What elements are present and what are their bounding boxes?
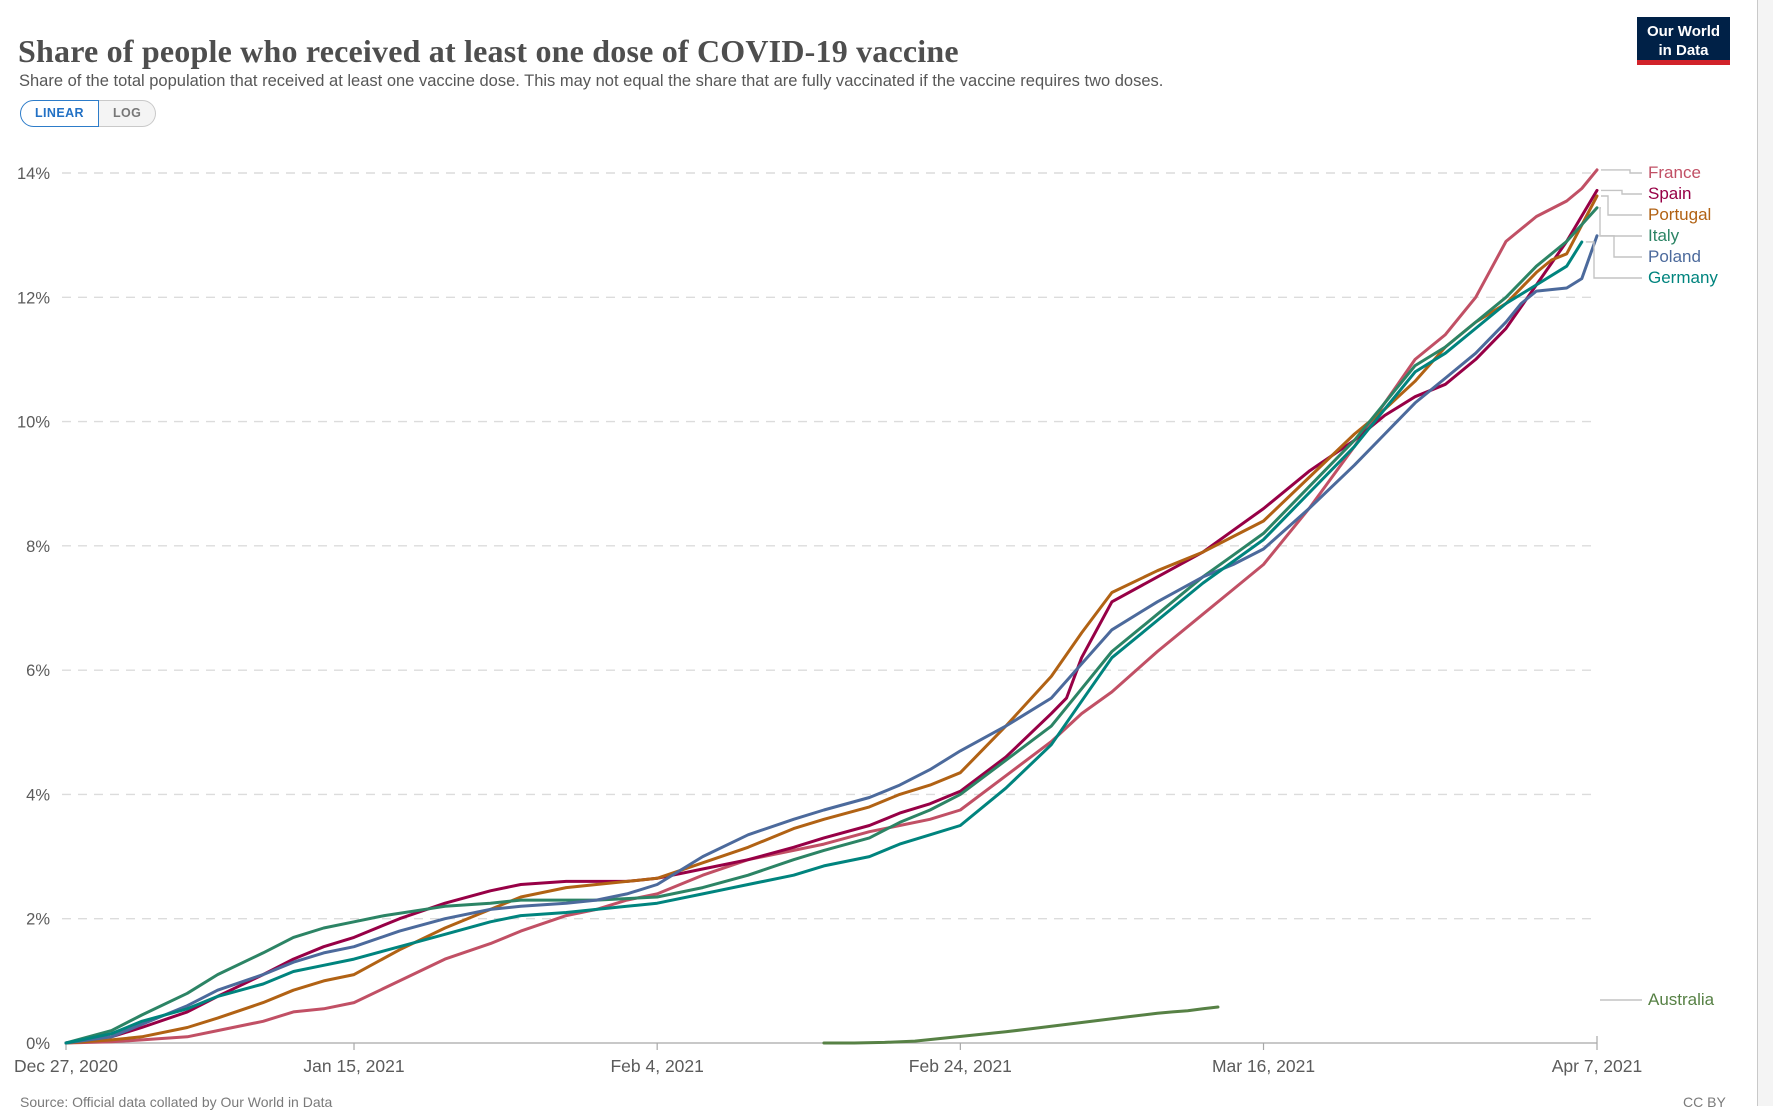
legend-connector-portugal bbox=[1601, 195, 1642, 216]
page-edge-divider bbox=[1757, 0, 1773, 1106]
license-link[interactable]: CC BY bbox=[1683, 1094, 1726, 1110]
y-tick-label: 0% bbox=[26, 1035, 50, 1053]
series-line-germany bbox=[64, 240, 1584, 1045]
series-line-france bbox=[64, 168, 1599, 1045]
legend-label-portugal[interactable]: Portugal bbox=[1648, 205, 1711, 224]
legend-connector-poland bbox=[1601, 235, 1642, 258]
legend-label-australia[interactable]: Australia bbox=[1648, 990, 1715, 1009]
page-subtitle: Share of the total population that recei… bbox=[19, 71, 1164, 90]
y-tick-label: 12% bbox=[17, 289, 50, 307]
series-line-portugal bbox=[64, 194, 1599, 1045]
y-tick-label: 14% bbox=[17, 165, 50, 183]
legend-connector-france bbox=[1601, 169, 1642, 174]
legend-label-spain[interactable]: Spain bbox=[1648, 184, 1691, 203]
x-tick-label: Jan 15, 2021 bbox=[303, 1056, 404, 1076]
x-tick-label: Dec 27, 2020 bbox=[14, 1056, 118, 1076]
owid-logo[interactable]: Our World in Data bbox=[1637, 17, 1730, 65]
owid-logo-line1: Our World bbox=[1646, 23, 1721, 40]
y-tick-label: 10% bbox=[17, 414, 50, 432]
x-tick-label: Feb 4, 2021 bbox=[610, 1056, 703, 1076]
series-line-spain bbox=[64, 188, 1599, 1045]
y-tick-label: 8% bbox=[26, 538, 50, 556]
linear-button[interactable]: LINEAR bbox=[20, 100, 99, 127]
series-line-italy bbox=[64, 206, 1599, 1045]
owid-logo-line2: in Data bbox=[1658, 42, 1709, 59]
y-tick-label: 6% bbox=[26, 662, 50, 680]
legend-connector-italy bbox=[1599, 207, 1642, 237]
x-tick-label: Mar 16, 2021 bbox=[1212, 1056, 1315, 1076]
legend-connector-germany bbox=[1585, 241, 1642, 279]
legend-label-italy[interactable]: Italy bbox=[1648, 226, 1680, 245]
scale-toggle: LINEAR LOG bbox=[20, 100, 157, 127]
source-text[interactable]: Source: Official data collated by Our Wo… bbox=[20, 1094, 333, 1110]
page-title: Share of people who received at least on… bbox=[18, 33, 959, 70]
log-button[interactable]: LOG bbox=[98, 100, 157, 127]
legend-connector-spain bbox=[1601, 189, 1642, 195]
legend-label-germany[interactable]: Germany bbox=[1648, 268, 1718, 287]
legend-label-france[interactable]: France bbox=[1648, 163, 1701, 182]
series-line-australia bbox=[822, 1005, 1220, 1045]
y-tick-label: 4% bbox=[26, 786, 50, 804]
y-tick-label: 2% bbox=[26, 911, 50, 929]
series-line-poland bbox=[64, 234, 1599, 1045]
x-tick-label: Apr 7, 2021 bbox=[1552, 1056, 1642, 1076]
x-tick-label: Feb 24, 2021 bbox=[909, 1056, 1012, 1076]
legend-label-poland[interactable]: Poland bbox=[1648, 247, 1701, 266]
